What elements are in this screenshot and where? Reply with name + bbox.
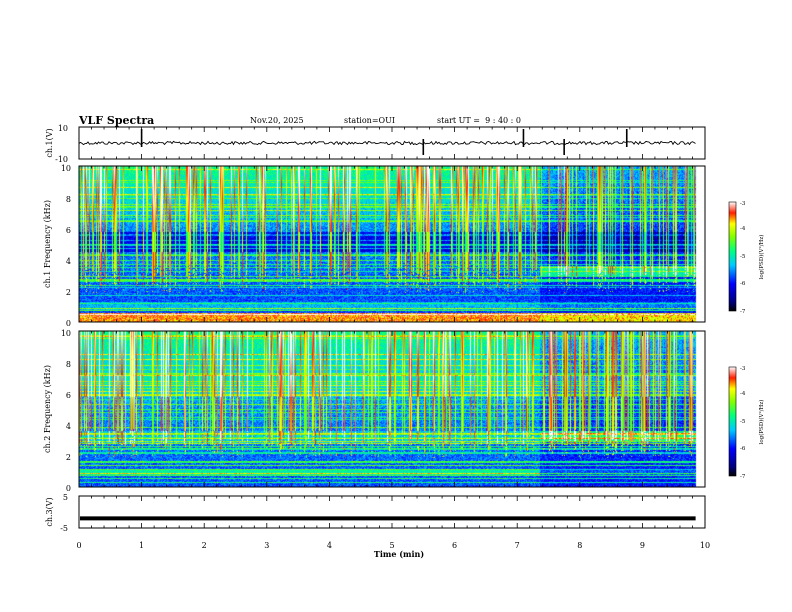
ch2-colorbar-scale — [728, 366, 737, 477]
ch1-waveform-ylabel: ch.1(V) — [45, 128, 54, 157]
time-axis-label: Time (min) — [374, 549, 424, 559]
ch1-freq-tick-8: 8 — [66, 195, 71, 204]
ch2-cbar-tick-m3: -3 — [740, 366, 746, 372]
ch2-colorbar-label: log(PSD)(V²/Hz) — [758, 400, 765, 445]
time-tick-label: 8 — [577, 541, 582, 550]
ch2-freq-tick-2: 2 — [66, 453, 71, 462]
time-tick-label: 10 — [700, 541, 710, 550]
time-tick-label: 5 — [389, 541, 394, 550]
ch1-freq-tick-10: 10 — [61, 164, 71, 173]
ch1-cbar-tick-m7: -7 — [740, 309, 746, 315]
ch1-freq-tick-6: 6 — [66, 226, 71, 235]
station-label: station=OUI — [344, 116, 395, 125]
time-tick-marks — [78, 127, 706, 528]
time-tick-label: 9 — [640, 541, 645, 550]
start-time-label: start UT = 9 : 40 : 0 — [437, 116, 521, 125]
time-tick-label: 1 — [139, 541, 144, 550]
ch2-cbar-tick-m7: -7 — [740, 474, 746, 480]
ch3-ytick-top: 5 — [63, 493, 68, 502]
ch2-freq-tick-8: 8 — [66, 360, 71, 369]
ch1-waveform-trace — [78, 140, 696, 146]
ch1-cbar-tick-m4: -4 — [740, 226, 746, 232]
ch1-cbar-tick-m5: -5 — [740, 254, 746, 260]
ch2-spectrogram-panel: 10 8 6 4 2 0 ch.2 Frequency (kHz) — [43, 329, 706, 493]
time-tick-label: 7 — [515, 541, 520, 550]
ch3-waveform-panel: 5 -5 ch.3(V) — [45, 493, 706, 533]
ch1-colorbar-label: log(PSD)(V²/Hz) — [758, 235, 765, 280]
ch2-freq-tick-10: 10 — [61, 329, 71, 338]
ch2-cbar-tick-m6: -6 — [740, 446, 746, 452]
ch1-colorbar-scale — [728, 201, 737, 312]
ch1-freq-tick-4: 4 — [66, 257, 71, 266]
ch1-waveform-panel: 10 -10 ch.1(V) — [45, 124, 706, 164]
ch2-freq-tick-0: 0 — [66, 484, 71, 493]
ch1-freq-tick-2: 2 — [66, 288, 71, 297]
time-tick-label: 4 — [327, 541, 332, 550]
time-tick-label: 6 — [452, 541, 457, 550]
ch3-ytick-bottom: -5 — [60, 524, 68, 533]
ch1-spectrogram-image — [79, 166, 705, 322]
ch1-spectrogram-ylabel: ch.1 Frequency (kHz) — [43, 200, 52, 288]
ch1-cbar-tick-m3: -3 — [740, 201, 746, 207]
ch1-spectrogram-panel: 10 8 6 4 2 0 ch.1 Frequency (kHz) — [43, 164, 706, 328]
ch2-freq-tick-4: 4 — [66, 422, 71, 431]
ch2-freq-tick-6: 6 — [66, 391, 71, 400]
ch1-cbar-tick-m6: -6 — [740, 281, 746, 287]
ch2-cbar-tick-m5: -5 — [740, 419, 746, 425]
ch2-colorbar: -3 -4 -5 -6 -7 log(PSD)(V²/Hz) — [728, 366, 765, 480]
figure-title: VLF Spectra — [78, 114, 154, 127]
time-tick-label: 2 — [202, 541, 207, 550]
ch3-waveform-ylabel: ch.3(V) — [45, 497, 54, 526]
time-tick-labels: 0 1 2 3 4 5 6 7 8 9 10 — [76, 541, 710, 550]
ch2-spectrogram-image — [79, 331, 705, 487]
time-tick-label: 3 — [264, 541, 269, 550]
ch2-spectrogram-ylabel: ch.2 Frequency (kHz) — [43, 365, 52, 453]
ch2-cbar-tick-m4: -4 — [740, 391, 746, 397]
time-tick-label: 0 — [76, 541, 81, 550]
date-label: Nov.20, 2025 — [250, 116, 304, 125]
ch1-freq-tick-0: 0 — [66, 319, 71, 328]
ch1-ytick-top: 10 — [58, 124, 68, 133]
ch1-colorbar: -3 -4 -5 -6 -7 log(PSD)(V²/Hz) — [728, 201, 765, 315]
ch1-ytick-bottom: -10 — [55, 155, 68, 164]
